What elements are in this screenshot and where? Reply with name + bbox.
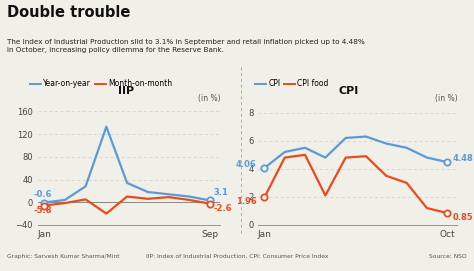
Text: -0.6: -0.6 (34, 191, 52, 199)
Text: IIP: Index of Industrial Production, CPI: Consumer Price Index: IIP: Index of Industrial Production, CPI… (146, 254, 328, 259)
Text: (in %): (in %) (435, 94, 457, 103)
Text: The Index of Industrial Production slid to 3.1% in September and retail inflatio: The Index of Industrial Production slid … (7, 39, 365, 53)
Text: 4.06: 4.06 (236, 160, 256, 169)
Text: Source: NSO: Source: NSO (429, 254, 467, 259)
Text: 3.1: 3.1 (213, 188, 228, 197)
Text: Double trouble: Double trouble (7, 5, 130, 20)
Text: -5.8: -5.8 (34, 206, 52, 215)
Legend: Year-on-year, Month-on-month: Year-on-year, Month-on-month (27, 76, 175, 91)
Text: IIP: IIP (118, 86, 134, 96)
Text: (in %): (in %) (198, 94, 220, 103)
Text: 1.96: 1.96 (236, 198, 256, 207)
Text: 0.85: 0.85 (452, 213, 473, 222)
Text: -2.6: -2.6 (213, 204, 232, 213)
Legend: CPI, CPI food: CPI, CPI food (252, 76, 332, 91)
Text: Graphic: Sarvesh Kumar Sharma/Mint: Graphic: Sarvesh Kumar Sharma/Mint (7, 254, 120, 259)
Text: 4.48: 4.48 (452, 154, 473, 163)
Text: CPI: CPI (338, 86, 358, 96)
